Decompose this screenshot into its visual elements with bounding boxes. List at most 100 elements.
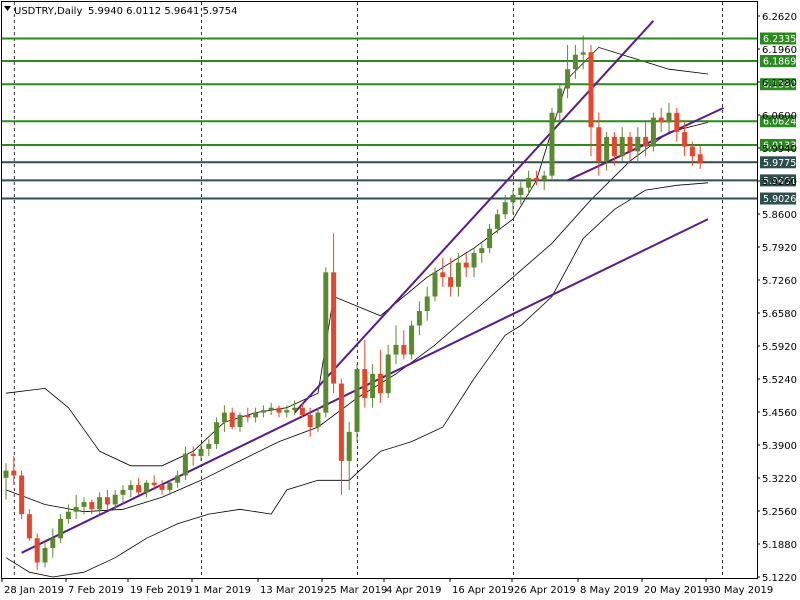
candle — [323, 267, 329, 418]
price-tick-label: 5.6580 — [762, 309, 797, 320]
candle — [370, 364, 376, 408]
candle-body — [409, 325, 415, 355]
level-label-bg-6 — [760, 174, 796, 187]
date-axis: 28 Jan 2019 7 Feb 2019 19 Feb 2019 1 Mar 20… — [1, 578, 773, 596]
candle — [11, 456, 17, 486]
level-label-7: 5.9026 — [763, 194, 796, 205]
candle — [557, 83, 563, 123]
level-label-bg-3 — [760, 115, 796, 128]
candle-body — [666, 112, 672, 123]
candle-body — [73, 506, 79, 512]
candle-body — [198, 448, 204, 457]
candle — [3, 463, 9, 500]
candle — [120, 485, 126, 503]
price-tick-label: 6.0600 — [762, 111, 797, 122]
candle-body — [331, 272, 337, 384]
candle-body — [401, 344, 407, 355]
candle — [221, 405, 227, 432]
level-label-bg-7 — [760, 192, 796, 205]
price-tick-label: 5.2560 — [762, 507, 797, 518]
candle-body — [299, 407, 305, 415]
candle-body — [580, 52, 586, 55]
price-tick-label: 5.5240 — [762, 375, 797, 386]
ohlc-values: 5.9940 6.0112 5.9641 5.9754 — [88, 6, 238, 17]
candle — [635, 127, 641, 162]
candle-body — [11, 470, 17, 476]
date-tick-label: 4 Apr 2019 — [386, 585, 441, 596]
price-tick-label: 5.9260 — [762, 177, 797, 188]
candle-body — [112, 494, 118, 505]
candle — [541, 170, 547, 191]
candle — [19, 470, 25, 519]
candle-body — [89, 502, 95, 510]
candle-body — [643, 136, 649, 147]
candle — [81, 497, 87, 515]
candle-body — [284, 410, 290, 413]
candle — [682, 122, 688, 157]
candle-body — [182, 453, 188, 476]
candle — [518, 180, 524, 205]
candle — [42, 543, 48, 568]
candle — [89, 499, 95, 515]
candle — [416, 301, 422, 336]
candle-body — [611, 136, 617, 157]
date-tick-label: 16 Apr 2019 — [452, 585, 514, 596]
trendline-1 — [293, 20, 655, 414]
candle — [448, 257, 454, 297]
date-tick-label: 30 May 2019 — [708, 585, 773, 596]
candle-body — [346, 431, 352, 461]
level-label-3: 6.0624 — [763, 117, 796, 128]
candle-body — [455, 262, 461, 287]
candle — [307, 407, 313, 437]
date-tick-label: 19 Feb 2019 — [130, 585, 192, 596]
level-label-bg-4 — [760, 138, 796, 151]
candle-body — [81, 502, 87, 507]
candle-body — [689, 146, 695, 157]
candle-body — [370, 373, 376, 399]
candle-body — [104, 497, 110, 505]
candle — [65, 504, 71, 524]
level-label-4: 6.0133 — [763, 140, 796, 151]
candle-body — [440, 272, 446, 278]
candle-body — [448, 277, 454, 287]
candle — [159, 480, 165, 495]
date-tick-label: 1 Mar 2019 — [194, 585, 251, 596]
candle-body — [424, 296, 430, 312]
candle-body — [143, 482, 149, 493]
candle — [424, 286, 430, 321]
candle — [198, 444, 204, 461]
candle — [596, 112, 602, 176]
candle — [292, 400, 298, 415]
candle-body — [206, 444, 212, 449]
candle-body — [292, 407, 298, 411]
price-axis: 6.2620 6.1960 6.1280 6.0600 5.9940 5.9260 5.86… — [757, 12, 797, 584]
candle — [572, 45, 578, 79]
symbol-timeframe: USDTRY,Daily — [14, 6, 82, 17]
candle-body — [526, 178, 532, 188]
candle — [58, 514, 64, 544]
candle — [128, 480, 134, 498]
candle — [432, 267, 438, 302]
candle-body — [253, 412, 259, 418]
candle-body — [214, 422, 220, 445]
candle — [650, 112, 656, 152]
candle — [604, 132, 610, 171]
candle-body — [159, 485, 165, 490]
candle-body — [136, 485, 142, 493]
candle — [346, 422, 352, 490]
price-tick-label: 5.7920 — [762, 243, 797, 254]
price-tick-label: 5.7260 — [762, 276, 797, 287]
candle-body — [432, 272, 438, 297]
price-tick-label: 5.8600 — [762, 210, 797, 221]
candle — [245, 407, 251, 423]
date-tick-label: 25 Mar 2019 — [324, 585, 387, 596]
candle — [658, 107, 664, 133]
candle-body — [682, 132, 688, 147]
candle — [206, 439, 212, 457]
candle-body — [175, 475, 181, 483]
candle-body — [565, 69, 571, 89]
candle-body — [65, 511, 71, 519]
candle-body — [635, 136, 641, 152]
price-tick-label: 5.3220 — [762, 474, 797, 485]
candle — [611, 132, 617, 166]
